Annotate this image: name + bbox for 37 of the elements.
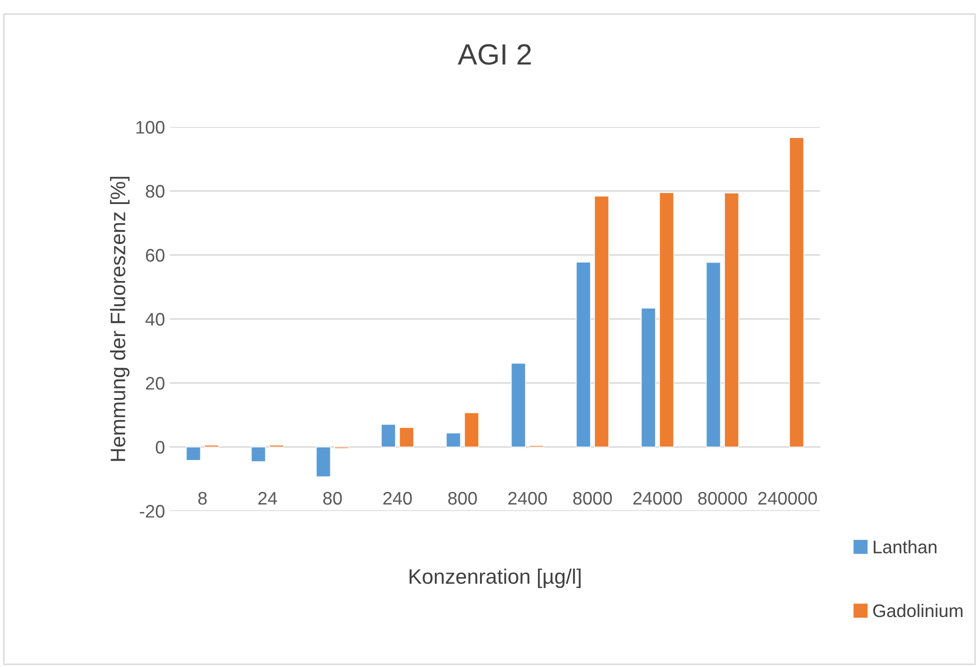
bar [380,424,396,448]
bar [316,446,331,478]
y-tick-label: 80 [146,184,164,198]
chart-title: AGI 2 [458,44,531,65]
x-axis-title: Konzenration [µg/l] [410,568,581,588]
bar [446,432,461,448]
bar [510,362,526,448]
y-tick-label: 0 [156,440,164,454]
bar [186,446,201,461]
x-tick-label: 80000 [698,492,747,505]
x-tick-label: 800 [448,492,477,505]
x-tick-label: 240000 [758,492,817,505]
bar [399,427,414,448]
bar [659,192,674,448]
x-tick-label: 8 [198,492,207,505]
bar [706,262,721,448]
x-tick-label: 24000 [633,492,682,505]
y-tick-label: 40 [145,312,164,326]
y-axis-title: Hemmung der Fluoreszenz [%] [110,176,130,461]
x-tick-label: 80 [323,492,342,505]
y-tick-label: 20 [146,376,164,390]
legend-label: Gadolinium [873,604,962,618]
bar [640,308,656,448]
x-tick-label: 24 [258,492,278,505]
bar [576,262,591,448]
x-tick-label: 8000 [573,492,612,505]
legend-label: Lanthan [874,540,936,554]
y-tick-label: 60 [146,248,164,262]
x-tick-label: 240 [383,492,412,505]
y-tick-label: 100 [136,120,164,134]
bar [250,446,266,462]
bar [594,196,610,448]
bar [789,137,804,448]
x-tick-label: 2400 [508,492,547,505]
bar [724,192,740,448]
y-tick-label: -20 [140,504,164,518]
bar [464,412,480,448]
